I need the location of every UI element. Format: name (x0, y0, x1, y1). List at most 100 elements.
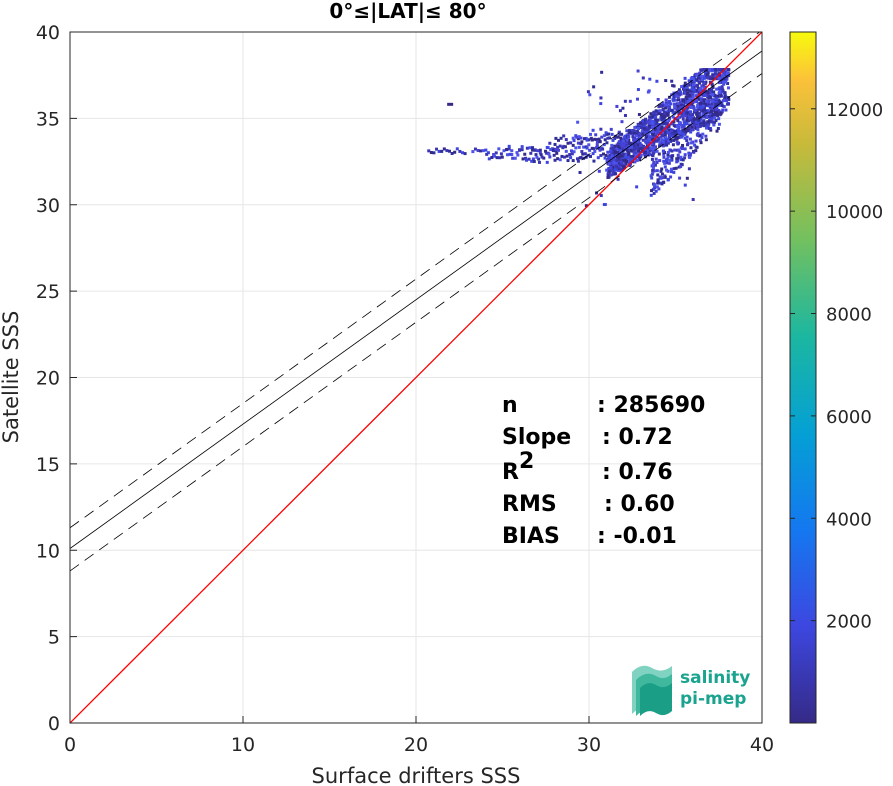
density-cell (642, 124, 646, 128)
density-cell (576, 137, 580, 141)
density-cell (699, 141, 703, 145)
density-cell (654, 111, 658, 115)
colorbar-tick-label: 8000 (826, 305, 872, 326)
density-cell (510, 149, 514, 153)
density-cell (545, 160, 549, 164)
density-cell (693, 75, 697, 79)
density-cell (724, 99, 728, 103)
density-cell (453, 150, 457, 154)
density-cell (531, 148, 535, 152)
density-cell (697, 107, 701, 111)
density-cell (652, 120, 656, 124)
density-cell (656, 173, 660, 177)
density-cell (633, 141, 637, 145)
x-axis: 0 10 20 30 40 (64, 716, 774, 756)
density-cell (721, 108, 725, 112)
density-cell (650, 125, 654, 129)
density-cell (642, 127, 646, 131)
density-cell (633, 138, 637, 142)
density-cell (711, 92, 715, 96)
density-cell (715, 107, 719, 111)
density-cell (702, 99, 706, 103)
density-cell (655, 185, 659, 189)
density-cell (708, 104, 712, 108)
stat-value: : 0.60 (604, 492, 675, 517)
density-cell (683, 132, 687, 136)
density-cell (607, 132, 611, 136)
y-axis: 0 5 10 15 20 25 30 35 40 (36, 22, 77, 735)
density-cell (645, 149, 649, 153)
density-cell (691, 113, 695, 117)
density-cell (597, 137, 601, 141)
density-cell (638, 155, 642, 159)
density-cell (648, 130, 652, 134)
density-cell (716, 94, 720, 98)
density-cell (669, 102, 673, 106)
density-cell (665, 157, 669, 161)
density-cell (724, 95, 728, 99)
density-cell (695, 105, 699, 109)
density-cell (608, 153, 612, 157)
density-cell (707, 100, 711, 104)
density-cell (713, 70, 717, 74)
density-cell (621, 148, 625, 152)
density-cell (516, 153, 520, 157)
density-cell (619, 163, 623, 167)
density-cell (605, 159, 609, 163)
density-cell (685, 143, 689, 147)
density-cell (658, 144, 662, 148)
density-cell (563, 155, 567, 159)
density-cell (674, 166, 678, 170)
density-cell (724, 68, 728, 72)
density-cell (657, 152, 661, 156)
line-fit-upper (70, 32, 761, 529)
density-cell (697, 102, 701, 106)
density-cell (644, 117, 648, 121)
density-cell (710, 82, 714, 86)
y-tick-label: 0 (48, 713, 60, 735)
density-cell (671, 132, 675, 136)
density-cell (619, 169, 623, 173)
density-cell (625, 141, 629, 145)
density-cell (595, 145, 599, 149)
density-cell (687, 105, 691, 109)
density-cell (726, 86, 730, 90)
density-cell (554, 147, 558, 151)
density-cell (661, 104, 665, 108)
density-cell (649, 146, 653, 150)
density-cell (683, 136, 687, 140)
density-cell (636, 88, 640, 92)
density-cell (637, 113, 641, 117)
density-cell (654, 112, 658, 116)
density-cell (688, 89, 692, 93)
density-cell (463, 152, 467, 156)
density-cell (707, 122, 711, 126)
density-cell (642, 152, 646, 156)
density-cell (644, 135, 648, 139)
density-cell (637, 149, 641, 153)
density-cell (714, 110, 718, 114)
density-cell (628, 99, 632, 103)
density-cell (591, 128, 595, 132)
density-cell (698, 76, 702, 80)
density-cell (666, 113, 670, 117)
density-cell (707, 88, 711, 92)
density-cell (646, 133, 650, 137)
density-cell (685, 118, 689, 122)
density-cell (527, 157, 531, 161)
density-cell (653, 163, 657, 167)
density-cell (632, 146, 636, 150)
density-cell (547, 152, 551, 156)
density-cell (554, 136, 558, 140)
density-cell (521, 157, 525, 161)
density-cell (643, 155, 647, 159)
density-cell (672, 124, 676, 128)
density-cell (648, 77, 652, 81)
density-cell (655, 169, 659, 173)
density-cell (653, 183, 657, 187)
density-cell (598, 148, 602, 152)
density-cell (621, 158, 625, 162)
density-cell (531, 157, 535, 161)
density-cell (595, 191, 599, 195)
density-cell (661, 101, 665, 105)
